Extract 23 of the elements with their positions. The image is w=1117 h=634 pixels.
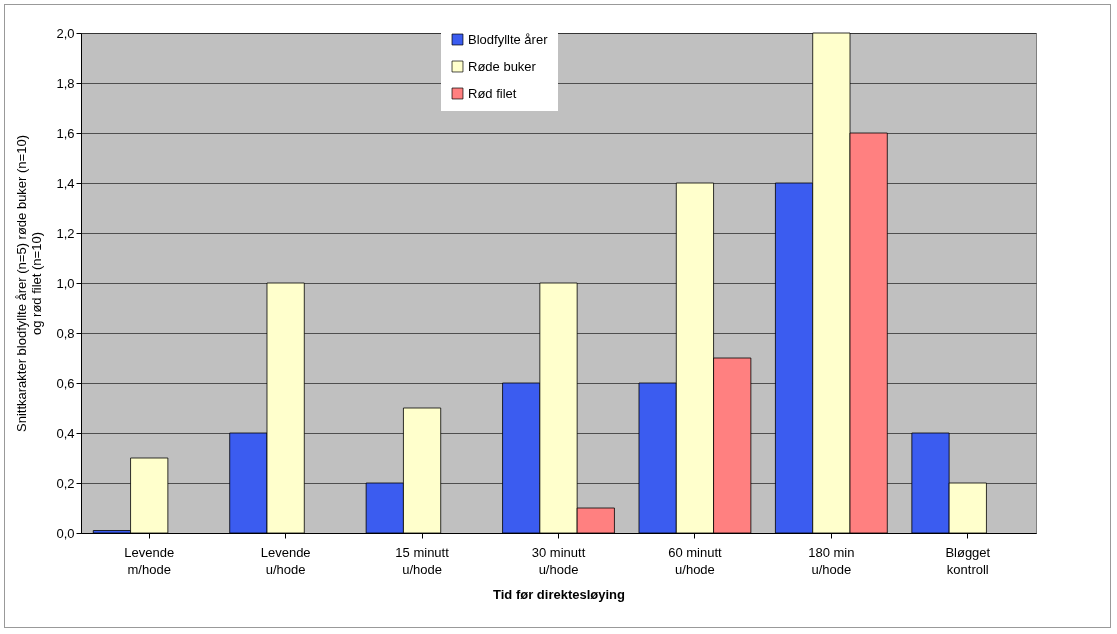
x-tick-label: 180 min u/hode bbox=[808, 544, 855, 577]
y-tick-label: 0,8 bbox=[56, 325, 75, 341]
y-tick-label: 0,6 bbox=[56, 375, 75, 391]
y-tick-label: 1,6 bbox=[56, 125, 75, 141]
legend-label: Rød filet bbox=[468, 85, 517, 101]
x-tick-label: Levende m/hode bbox=[124, 544, 175, 577]
y-tick-label: 0,0 bbox=[56, 525, 75, 541]
x-tick-label: Levende u/hode bbox=[260, 544, 311, 577]
y-tick-label: 0,2 bbox=[56, 475, 75, 491]
x-tick-label: 60 minutt u/hode bbox=[668, 544, 723, 577]
x-axis-title: Tid før direktesløying bbox=[493, 586, 626, 602]
x-tick-label: 30 minutt u/hode bbox=[531, 544, 586, 577]
y-tick-label: 1,0 bbox=[56, 275, 75, 291]
x-tick-label: Bløgget kontroll bbox=[945, 544, 991, 577]
y-axis-title: Snittkarakter blodfyllte årer (n=5) røde buker (n=10) og rød filet (n=10) bbox=[14, 135, 45, 432]
y-tick-label: 2,0 bbox=[56, 25, 75, 41]
legend-label: Røde buker bbox=[468, 58, 537, 74]
y-tick-label: 0,4 bbox=[56, 425, 75, 441]
y-tick-label: 1,2 bbox=[56, 225, 75, 241]
y-tick-label: 1,4 bbox=[56, 175, 75, 191]
legend-label: Blodfyllte årer bbox=[468, 31, 549, 47]
y-tick-label: 1,8 bbox=[56, 75, 75, 91]
x-tick-label: 15 minutt u/hode bbox=[395, 544, 450, 577]
